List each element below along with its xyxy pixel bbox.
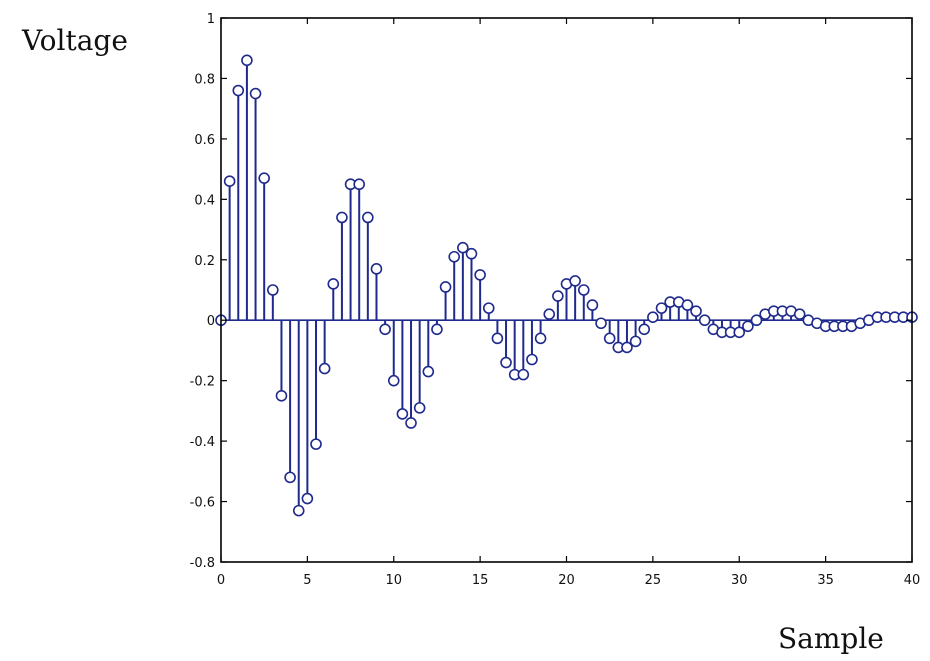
stem-marker xyxy=(267,284,279,296)
stem-marker xyxy=(362,211,374,224)
y-tick-label: -0.2 xyxy=(190,375,215,390)
x-tick-label: 25 xyxy=(645,573,662,588)
x-axis-title: Sample xyxy=(778,622,884,655)
x-tick-label: 30 xyxy=(731,573,748,588)
stem-marker xyxy=(577,284,590,296)
stem-marker xyxy=(595,317,607,330)
y-tick-label: 0.6 xyxy=(194,133,215,148)
stem-marker xyxy=(258,172,270,184)
stem-marker xyxy=(353,178,366,191)
stem-marker xyxy=(439,281,452,293)
stem-marker xyxy=(655,302,668,314)
stem-marker xyxy=(387,374,400,387)
stem-marker xyxy=(621,341,633,354)
y-tick-label: 0.2 xyxy=(194,254,215,269)
x-tick-label: 5 xyxy=(303,573,311,588)
stem-marker xyxy=(638,323,651,336)
stem-marker xyxy=(793,308,806,320)
stem-marker xyxy=(232,84,245,97)
stem-marker xyxy=(310,438,322,450)
x-tick-label: 10 xyxy=(385,573,402,588)
stem-marker xyxy=(301,492,314,505)
stem-marker xyxy=(249,87,262,100)
y-tick-label: 0.4 xyxy=(194,193,215,208)
y-axis-title: Voltage xyxy=(21,24,128,57)
y-tick-label: -0.6 xyxy=(190,496,215,511)
stem-marker xyxy=(482,302,495,314)
stem-marker xyxy=(750,314,763,327)
y-tick-label: -0.4 xyxy=(190,435,215,450)
stem-marker xyxy=(474,269,486,281)
stem-marker xyxy=(327,278,340,290)
stem-marker xyxy=(534,332,547,345)
stem-marker xyxy=(517,368,530,381)
y-tick-label: 0 xyxy=(207,314,215,329)
stem-marker xyxy=(396,408,409,420)
stem-marker xyxy=(742,320,754,333)
stem-marker xyxy=(698,314,711,327)
stem-marker xyxy=(733,326,746,339)
stem-marker xyxy=(457,241,469,254)
stem-marker xyxy=(336,211,348,224)
stem-marker xyxy=(491,332,504,345)
x-tick-label: 20 xyxy=(558,573,575,588)
x-tick-label: 35 xyxy=(817,573,834,588)
x-tick-label: 0 xyxy=(217,573,225,588)
stem-marker xyxy=(647,311,659,324)
stem-marker xyxy=(292,504,305,517)
stem-marker xyxy=(500,356,512,369)
stem-marker xyxy=(569,275,581,287)
stem-marker xyxy=(526,353,538,366)
stem-marker xyxy=(370,263,383,275)
stem-marker xyxy=(379,323,391,336)
stem-marker xyxy=(681,299,694,311)
stem-marker xyxy=(465,247,478,260)
x-tick-label: 40 xyxy=(904,573,921,588)
stem-marker xyxy=(543,308,556,320)
y-axis-ticks: -0.8 -0.6 -0.4 -0.2 0 0.2 0.4 0.6 0.8 1 xyxy=(190,12,912,571)
stem-marker xyxy=(690,305,702,317)
stem-marker xyxy=(422,365,435,378)
x-axis-ticks: 0 5 10 15 20 25 30 35 40 xyxy=(217,18,920,588)
stem-marker xyxy=(318,362,331,375)
y-tick-label: 0.8 xyxy=(194,72,215,87)
y-tick-label: -0.8 xyxy=(190,556,215,571)
stem-marker xyxy=(413,402,426,414)
stem-marker xyxy=(284,471,296,484)
stem-marker xyxy=(405,417,417,429)
stem-marker xyxy=(275,389,288,402)
stem-marker xyxy=(448,250,461,263)
stem-marker xyxy=(223,175,236,187)
stem-marker xyxy=(552,290,564,302)
stem-series xyxy=(215,54,918,517)
y-tick-label: 1 xyxy=(207,12,215,27)
stem-marker xyxy=(241,54,253,67)
stem-marker xyxy=(586,299,599,311)
x-tick-label: 15 xyxy=(472,573,489,588)
stem-marker xyxy=(431,323,443,336)
stem-marker xyxy=(603,332,616,345)
stem-marker xyxy=(629,335,642,348)
